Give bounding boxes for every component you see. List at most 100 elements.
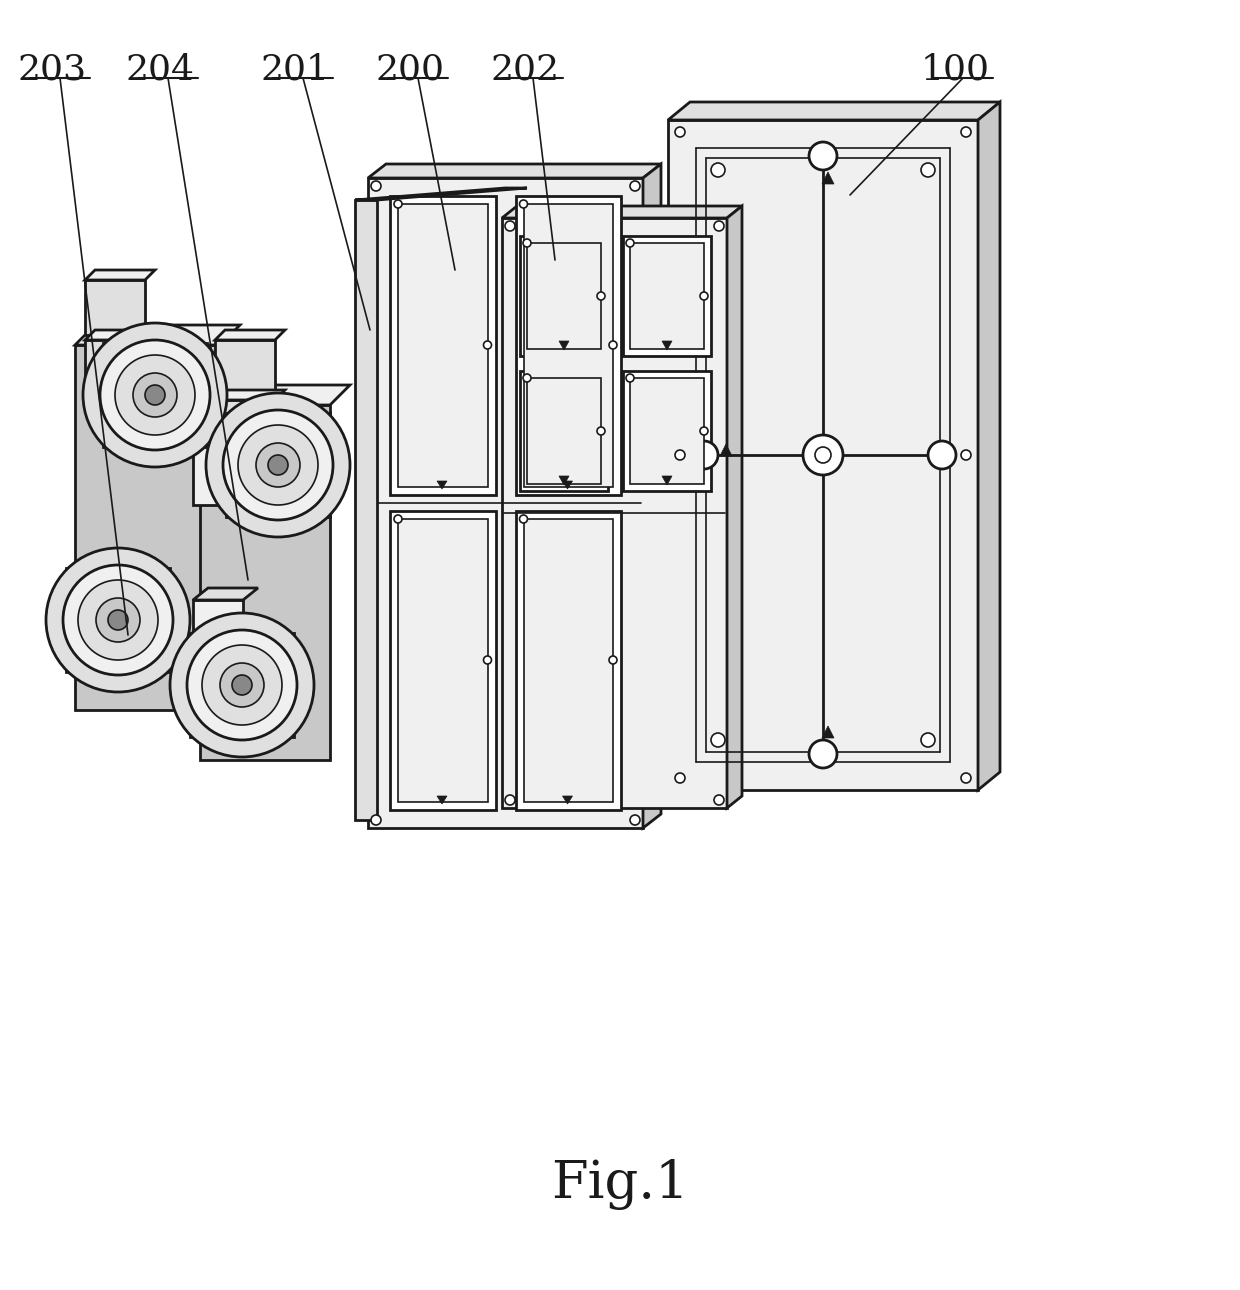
Circle shape bbox=[630, 815, 640, 826]
Polygon shape bbox=[662, 341, 672, 350]
Circle shape bbox=[804, 435, 843, 475]
Polygon shape bbox=[86, 270, 155, 280]
Polygon shape bbox=[200, 384, 350, 405]
Circle shape bbox=[689, 441, 718, 470]
Polygon shape bbox=[368, 178, 644, 828]
Polygon shape bbox=[66, 568, 170, 672]
Circle shape bbox=[596, 427, 605, 435]
Circle shape bbox=[808, 740, 837, 768]
Polygon shape bbox=[822, 172, 835, 184]
Circle shape bbox=[714, 795, 724, 805]
Circle shape bbox=[815, 448, 831, 463]
Circle shape bbox=[808, 142, 837, 170]
Circle shape bbox=[223, 410, 334, 520]
Polygon shape bbox=[502, 218, 727, 808]
Polygon shape bbox=[527, 378, 601, 484]
Polygon shape bbox=[563, 796, 573, 804]
Circle shape bbox=[145, 384, 165, 405]
Circle shape bbox=[675, 126, 684, 137]
Polygon shape bbox=[193, 600, 243, 660]
Circle shape bbox=[187, 630, 298, 740]
Polygon shape bbox=[559, 476, 569, 485]
Circle shape bbox=[701, 427, 708, 435]
Text: 204: 204 bbox=[125, 53, 195, 86]
Polygon shape bbox=[668, 120, 978, 789]
Polygon shape bbox=[86, 330, 155, 341]
Circle shape bbox=[961, 773, 971, 783]
Circle shape bbox=[961, 126, 971, 137]
Circle shape bbox=[394, 515, 402, 522]
Polygon shape bbox=[622, 236, 711, 356]
Polygon shape bbox=[520, 236, 608, 356]
Polygon shape bbox=[668, 102, 999, 120]
Polygon shape bbox=[644, 164, 661, 828]
Text: 100: 100 bbox=[920, 53, 990, 86]
Polygon shape bbox=[398, 519, 487, 802]
Circle shape bbox=[626, 374, 634, 382]
Circle shape bbox=[219, 663, 264, 707]
Polygon shape bbox=[622, 372, 711, 491]
Circle shape bbox=[170, 613, 314, 757]
Polygon shape bbox=[368, 164, 661, 178]
Circle shape bbox=[371, 815, 381, 826]
Circle shape bbox=[133, 373, 177, 417]
Circle shape bbox=[371, 181, 381, 191]
Polygon shape bbox=[391, 196, 496, 495]
Polygon shape bbox=[436, 481, 446, 489]
Polygon shape bbox=[436, 796, 446, 804]
Circle shape bbox=[921, 733, 935, 747]
Circle shape bbox=[921, 163, 935, 177]
Polygon shape bbox=[215, 390, 285, 400]
Circle shape bbox=[83, 322, 227, 467]
Polygon shape bbox=[200, 405, 330, 760]
Polygon shape bbox=[978, 102, 999, 789]
Polygon shape bbox=[355, 200, 377, 820]
Polygon shape bbox=[103, 343, 207, 448]
Circle shape bbox=[115, 355, 195, 435]
Polygon shape bbox=[520, 372, 608, 491]
Polygon shape bbox=[516, 511, 621, 810]
Circle shape bbox=[505, 221, 515, 231]
Polygon shape bbox=[215, 400, 275, 455]
Circle shape bbox=[711, 733, 725, 747]
Circle shape bbox=[238, 424, 317, 504]
Polygon shape bbox=[523, 204, 613, 488]
Circle shape bbox=[484, 657, 491, 664]
Polygon shape bbox=[215, 341, 275, 395]
Text: 202: 202 bbox=[491, 53, 559, 86]
Polygon shape bbox=[527, 243, 601, 350]
Circle shape bbox=[394, 200, 402, 208]
Circle shape bbox=[523, 239, 531, 246]
Circle shape bbox=[520, 515, 527, 522]
Text: 203: 203 bbox=[17, 53, 87, 86]
Polygon shape bbox=[193, 588, 258, 600]
Polygon shape bbox=[86, 341, 145, 395]
Polygon shape bbox=[193, 445, 243, 504]
Circle shape bbox=[108, 610, 128, 630]
Polygon shape bbox=[563, 481, 573, 489]
Circle shape bbox=[484, 341, 491, 350]
Polygon shape bbox=[74, 325, 241, 344]
Text: 200: 200 bbox=[376, 53, 444, 86]
Circle shape bbox=[95, 599, 140, 642]
Circle shape bbox=[78, 580, 157, 660]
Circle shape bbox=[206, 393, 350, 537]
Polygon shape bbox=[630, 378, 704, 484]
Polygon shape bbox=[391, 511, 496, 810]
Circle shape bbox=[596, 292, 605, 301]
Circle shape bbox=[701, 292, 708, 301]
Circle shape bbox=[268, 455, 288, 475]
Polygon shape bbox=[502, 206, 742, 218]
Circle shape bbox=[928, 441, 956, 470]
Polygon shape bbox=[516, 196, 621, 495]
Polygon shape bbox=[559, 341, 569, 350]
Polygon shape bbox=[523, 519, 613, 802]
Text: 201: 201 bbox=[260, 53, 330, 86]
Polygon shape bbox=[74, 344, 219, 710]
Polygon shape bbox=[720, 444, 732, 455]
Circle shape bbox=[675, 773, 684, 783]
Circle shape bbox=[232, 675, 252, 695]
Circle shape bbox=[100, 341, 210, 450]
Circle shape bbox=[505, 795, 515, 805]
Circle shape bbox=[961, 450, 971, 461]
